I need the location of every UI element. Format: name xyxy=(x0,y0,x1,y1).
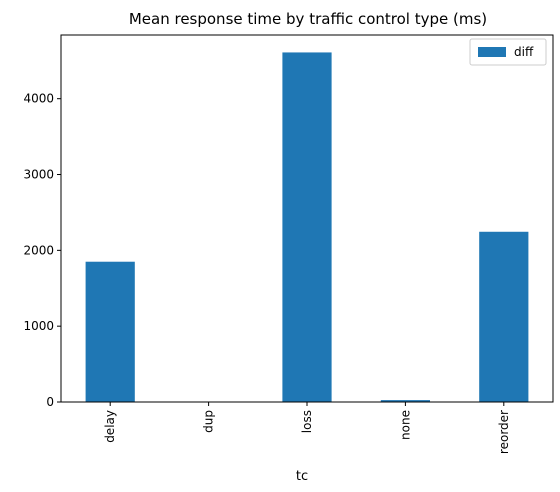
y-tick-label: 0 xyxy=(46,395,54,409)
bar-reorder xyxy=(479,231,529,402)
y-tick-label: 1000 xyxy=(23,319,54,333)
x-tick-label-none: none xyxy=(398,410,412,440)
x-tick-label-delay: delay xyxy=(103,410,117,443)
bar-none xyxy=(380,400,430,402)
legend-label-diff: diff xyxy=(514,45,534,59)
legend: diff xyxy=(469,38,547,66)
x-tick-label-dup: dup xyxy=(202,410,216,433)
bar-loss xyxy=(282,52,332,402)
legend-swatch-diff xyxy=(478,47,506,57)
y-tick-label: 3000 xyxy=(23,168,54,182)
plot-area: 0 1000 2000 3000 4000 delay dup loss none reorder xyxy=(23,34,554,454)
x-axis-label: tc xyxy=(296,469,308,484)
chart-title: Mean response time by traffic control ty… xyxy=(129,10,487,28)
x-tick-label-reorder: reorder xyxy=(497,410,511,454)
y-tick-label: 2000 xyxy=(23,243,54,257)
legend-frame xyxy=(469,38,547,66)
bar-delay xyxy=(85,261,135,402)
y-tick-label: 4000 xyxy=(23,92,54,106)
x-tick-label-loss: loss xyxy=(300,410,314,433)
